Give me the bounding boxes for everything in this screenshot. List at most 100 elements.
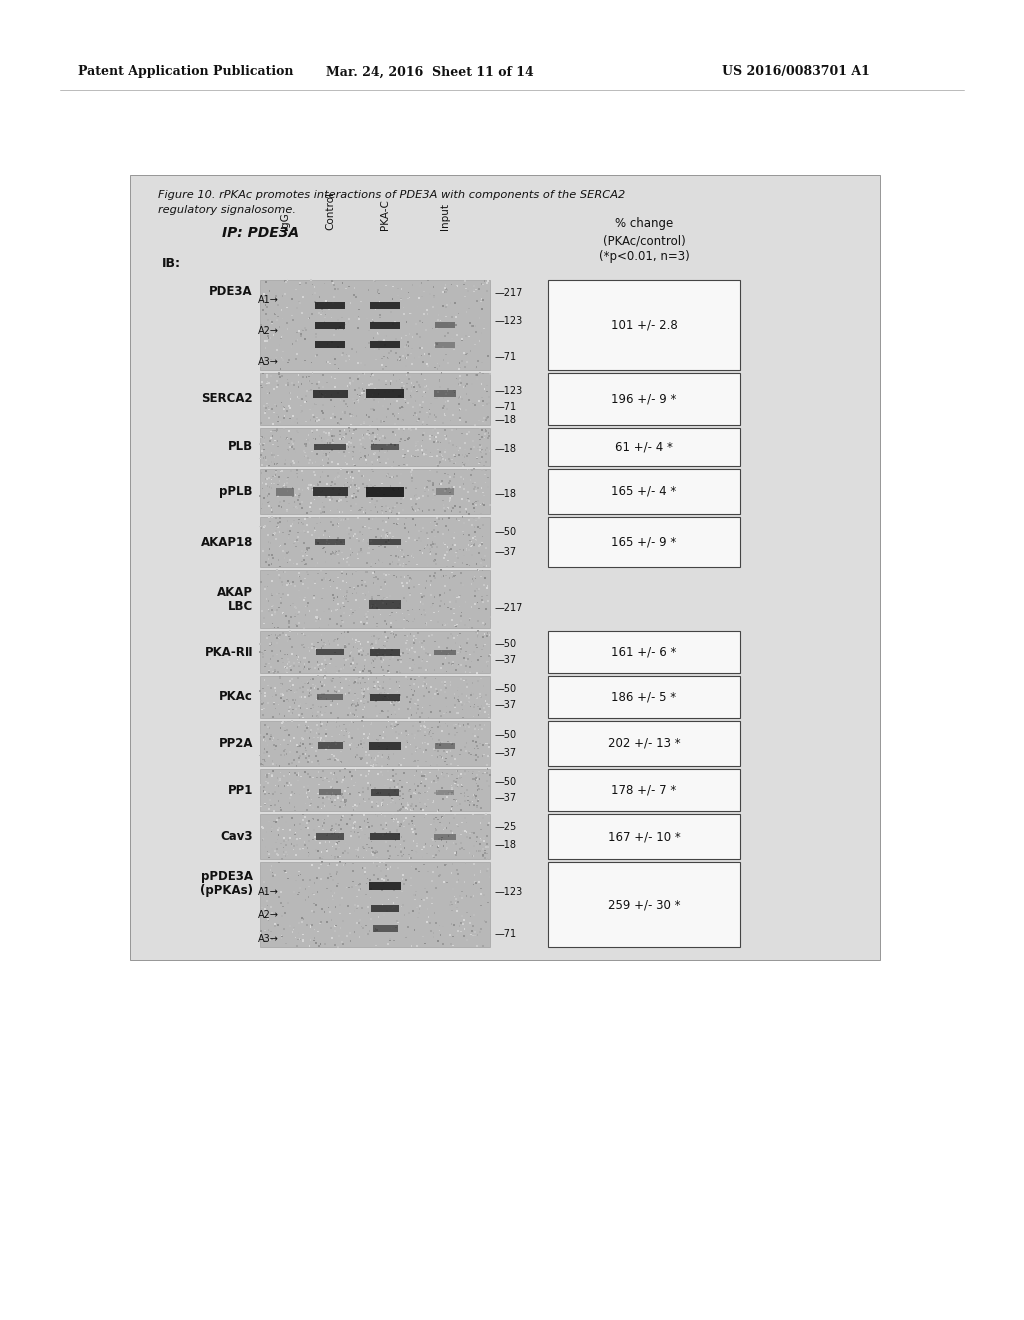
Point [401,366,418,387]
Point [374,438,390,459]
Point [341,308,357,329]
Point [289,764,305,785]
Point [264,766,281,787]
Point [383,467,399,488]
Point [434,763,451,784]
Point [374,746,390,767]
Point [261,539,278,560]
Point [303,352,319,374]
Point [305,675,322,696]
Point [343,821,359,842]
Point [450,642,466,663]
Point [375,593,391,614]
Point [278,660,294,681]
Point [445,603,462,624]
Point [375,818,391,840]
Point [404,467,421,488]
Point [437,275,454,296]
Point [464,788,480,809]
Point [271,466,288,487]
Point [409,824,425,845]
Point [407,577,423,598]
Point [305,808,322,829]
Point [338,277,354,298]
Point [429,780,445,801]
Point [374,869,390,890]
Point [342,680,358,701]
Point [342,367,358,388]
Point [380,768,396,789]
Point [415,676,431,697]
Point [308,611,325,632]
Point [310,774,327,795]
Point [309,477,326,498]
Point [309,607,326,628]
Point [299,721,315,742]
Point [395,418,412,440]
Point [467,392,483,413]
Point [368,507,384,528]
Point [337,401,353,422]
Point [466,281,482,302]
Point [268,395,285,416]
Point [265,810,282,832]
Point [288,826,304,847]
Point [351,816,368,837]
Point [284,305,300,326]
Point [391,824,408,845]
Point [463,531,479,552]
Point [479,271,496,292]
Point [318,474,335,495]
Point [350,879,367,900]
Point [261,467,278,488]
Point [343,711,359,733]
Point [262,859,279,880]
Point [378,717,394,738]
Point [467,395,483,416]
Point [407,682,423,704]
Point [265,379,282,400]
Point [470,705,486,726]
Point [430,730,446,751]
Point [331,552,347,573]
Bar [369,742,401,750]
Point [369,667,385,688]
Point [439,352,456,374]
Point [434,653,451,675]
Point [355,698,372,719]
Point [323,917,339,939]
Point [303,719,319,741]
Point [338,771,354,792]
Text: A2→: A2→ [258,911,279,920]
Point [297,738,313,759]
Point [325,272,341,293]
Point [310,696,327,717]
Point [470,560,486,581]
Point [288,698,304,719]
Point [301,685,317,706]
Point [456,479,472,500]
Point [270,627,287,648]
Point [474,387,490,408]
Point [352,499,369,520]
Point [414,586,430,607]
Point [480,858,497,879]
Point [255,434,271,455]
Point [460,281,476,302]
Point [302,870,318,891]
Point [433,763,450,784]
Point [350,368,367,389]
Point [388,809,404,830]
Point [425,488,441,510]
Point [390,783,407,804]
Point [307,744,324,766]
Point [423,676,439,697]
Point [351,531,368,552]
Point [424,624,440,645]
Point [462,663,478,684]
Point [263,469,280,490]
Point [469,826,485,847]
Point [324,425,340,446]
Point [423,723,439,744]
Point [367,676,383,697]
